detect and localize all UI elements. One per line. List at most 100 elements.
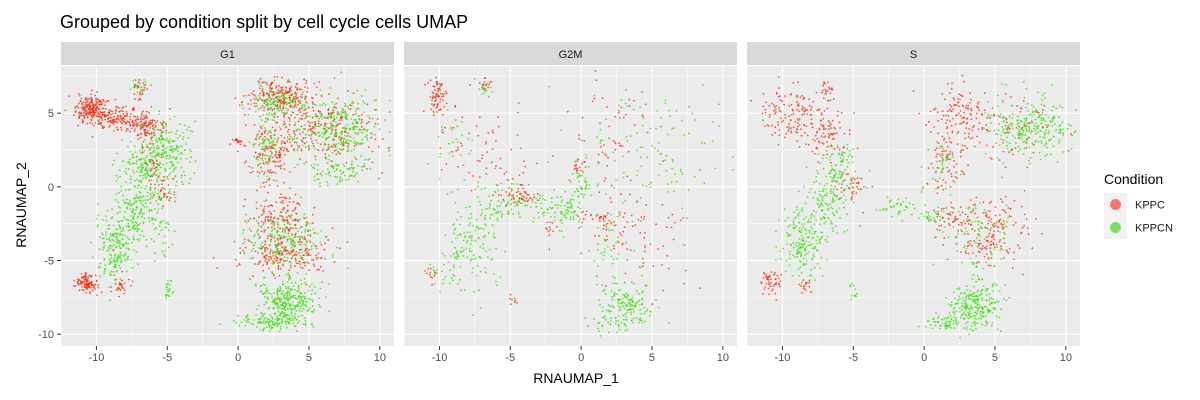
data-point-kppcn <box>492 207 495 210</box>
data-point-kppcn <box>257 229 259 231</box>
data-point-kppc <box>280 134 283 137</box>
data-point-kppcn <box>152 150 155 153</box>
data-point-kppc <box>454 104 457 107</box>
data-point-kppc <box>316 268 319 271</box>
data-point-kppc <box>302 261 305 264</box>
data-point-kppc <box>86 122 89 125</box>
data-point-kppcn <box>642 184 644 187</box>
data-point-kppcn <box>481 209 484 211</box>
data-point-kppcn <box>177 147 180 149</box>
data-point-kppc <box>263 247 266 249</box>
data-point-kppc <box>244 124 247 127</box>
data-point-kppcn <box>261 242 264 244</box>
data-point-kppc <box>315 256 318 259</box>
data-point-kppc <box>671 213 674 216</box>
data-point-kppcn <box>159 222 162 225</box>
data-point-kppc <box>132 106 135 109</box>
point-cluster-kppcn <box>90 193 148 302</box>
data-point-kppc <box>276 256 278 259</box>
data-point-kppc <box>552 230 554 233</box>
data-point-kppc <box>302 137 305 140</box>
data-point-kppcn <box>346 145 349 148</box>
data-point-kppc <box>89 107 91 109</box>
data-point-kppcn <box>276 248 279 251</box>
data-point-kppc <box>516 302 518 304</box>
data-point-kppc <box>259 152 262 155</box>
data-point-kppc <box>276 76 279 78</box>
data-point-kppcn <box>262 91 265 93</box>
data-point-kppc <box>279 193 282 196</box>
data-point-kppcn <box>553 188 555 191</box>
data-point-kppcn <box>560 129 562 131</box>
data-point-kppcn <box>134 213 137 215</box>
data-point-kppcn <box>154 156 156 159</box>
data-point-kppcn <box>263 276 266 278</box>
data-point-kppc <box>486 151 488 154</box>
data-point-kppcn <box>91 256 94 258</box>
data-point-kppc <box>343 131 346 133</box>
data-point-kppc <box>85 291 87 294</box>
data-point-kppcn <box>319 306 322 308</box>
data-point-kppcn <box>335 116 338 119</box>
data-point-kppcn <box>472 258 475 261</box>
data-point-kppc <box>279 160 282 162</box>
data-point-kppc <box>86 287 88 290</box>
data-point-kppcn <box>277 253 280 256</box>
data-point-kppc <box>529 197 532 200</box>
data-point-kppc <box>83 283 86 286</box>
data-point-kppcn <box>551 197 553 200</box>
data-point-kppcn <box>131 163 134 166</box>
data-point-kppcn <box>118 225 121 228</box>
data-point-kppcn <box>146 169 149 172</box>
data-point-kppc <box>258 137 261 140</box>
data-point-kppcn <box>138 212 141 214</box>
data-point-kppcn <box>703 142 706 145</box>
data-point-kppc <box>590 213 592 216</box>
data-point-kppcn <box>150 209 153 212</box>
data-point-kppcn <box>170 192 173 195</box>
data-point-kppc <box>299 263 301 265</box>
data-point-kppcn <box>501 189 504 192</box>
data-point-kppcn <box>116 239 119 242</box>
data-point-kppcn <box>618 104 621 107</box>
data-point-kppcn <box>170 160 173 163</box>
data-point-kppc <box>280 148 283 151</box>
data-point-kppc <box>86 112 88 115</box>
data-point-kppcn <box>584 177 586 180</box>
data-point-kppc <box>93 106 95 108</box>
data-point-kppcn <box>347 148 350 150</box>
data-point-kppc <box>617 109 620 112</box>
data-point-kppc <box>260 166 262 169</box>
data-point-kppcn <box>140 209 143 211</box>
data-point-kppcn <box>96 225 99 228</box>
data-point-kppc <box>93 113 96 116</box>
data-point-kppcn <box>332 125 335 128</box>
data-point-kppcn <box>354 140 356 143</box>
data-point-kppcn <box>340 133 343 136</box>
data-point-kppc <box>92 113 94 115</box>
data-point-kppcn <box>232 319 235 322</box>
data-point-kppcn <box>286 299 289 302</box>
data-point-kppc <box>334 144 336 147</box>
data-point-kppc <box>288 201 291 204</box>
data-point-kppcn <box>164 169 167 172</box>
data-point-kppcn <box>561 199 564 202</box>
data-point-kppc <box>317 268 320 271</box>
data-point-kppc <box>267 226 269 229</box>
data-point-kppc <box>622 230 625 233</box>
data-point-kppcn <box>301 314 303 317</box>
data-point-kppcn <box>269 129 272 132</box>
data-point-kppcn <box>286 136 289 138</box>
point-cluster-kppcn <box>139 150 177 262</box>
data-point-kppcn <box>141 200 144 203</box>
data-point-kppc <box>279 151 281 154</box>
data-point-kppcn <box>157 203 160 206</box>
data-point-kppcn <box>132 227 134 230</box>
data-point-kppcn <box>344 125 347 127</box>
data-point-kppcn <box>103 259 105 262</box>
data-point-kppcn <box>294 313 296 316</box>
data-point-kppcn <box>303 141 305 144</box>
data-point-kppcn <box>287 272 290 275</box>
data-point-kppc <box>261 104 264 107</box>
